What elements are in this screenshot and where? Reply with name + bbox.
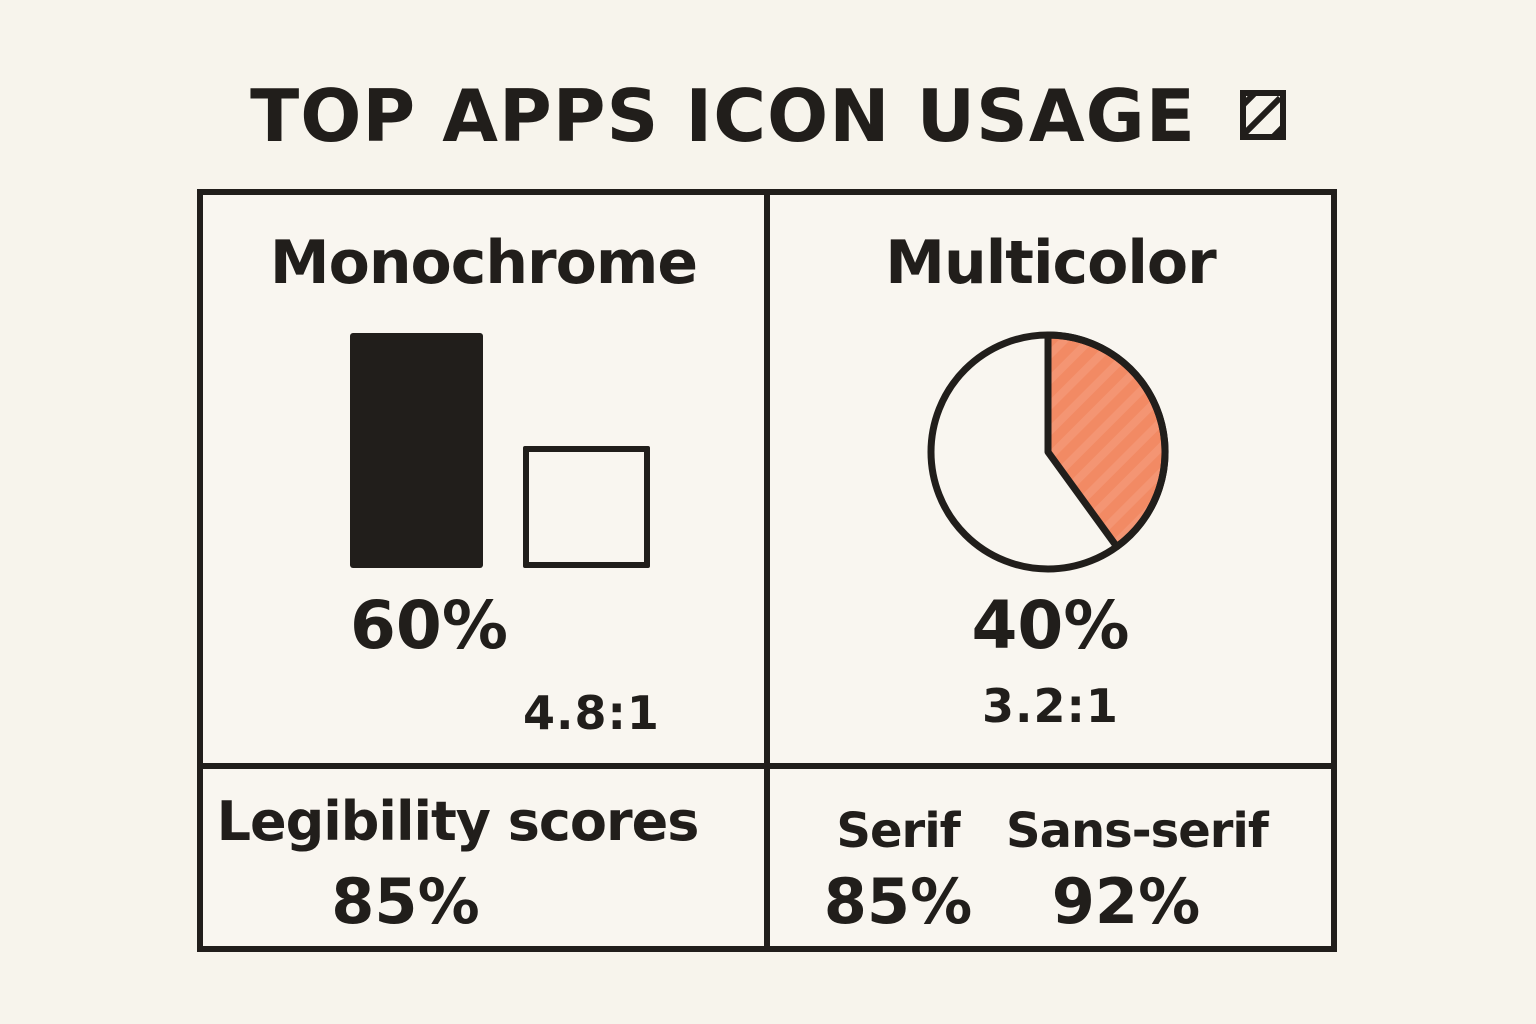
hatched-square-icon <box>1239 90 1286 140</box>
legibility-scores-value: 85% <box>331 865 480 938</box>
pie-chart <box>927 331 1169 573</box>
typeface-scores-cell: Serif 85% Sans-serif 92% <box>770 763 1331 946</box>
sans-serif-value: 92% <box>1051 865 1201 938</box>
serif-label: Serif <box>836 803 960 859</box>
stats-table: Monochrome 60% 4.8:1 Multicolor <box>197 189 1337 952</box>
legibility-scores-label: Legibility scores <box>216 790 700 853</box>
title-row: TOP APPS ICON USAGE <box>0 80 1536 152</box>
serif-value: 85% <box>823 865 973 938</box>
panel-multicolor: Multicolor 40% 3.2:1 <box>770 195 1331 763</box>
pie-outline <box>927 331 1169 573</box>
legibility-scores-cell: Legibility scores 85% <box>203 763 770 946</box>
bar-chart <box>350 333 650 568</box>
multicolor-contrast-ratio: 3.2:1 <box>982 679 1119 733</box>
monochrome-usage-value: 60% <box>350 587 508 664</box>
bar-outlined-square <box>523 446 650 568</box>
sans-serif-label: Sans-serif <box>1006 803 1269 859</box>
monochrome-contrast-ratio: 4.8:1 <box>523 686 660 740</box>
bar-filled-60pct <box>350 333 483 568</box>
page-title: TOP APPS ICON USAGE <box>250 74 1196 158</box>
panel-monochrome: Monochrome 60% 4.8:1 <box>203 195 770 763</box>
panel-monochrome-heading: Monochrome <box>269 228 698 298</box>
panel-multicolor-heading: Multicolor <box>885 228 1216 298</box>
multicolor-usage-value: 40% <box>971 587 1130 664</box>
